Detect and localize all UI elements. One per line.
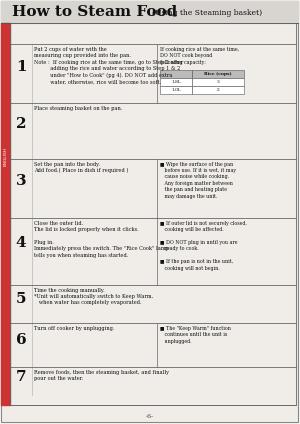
Text: 7: 7 [16,371,26,385]
Bar [160,78,192,86]
Text: ■ The "Keep Warm" function
   continues until the unit is
   unplugged.: ■ The "Keep Warm" function continues unt… [160,326,231,344]
Text: 3: 3 [16,174,26,188]
Text: Place steaming basket on the pan.: Place steaming basket on the pan. [34,106,122,111]
Text: 2: 2 [217,88,219,92]
Text: How to Steam Food: How to Steam Food [12,5,177,19]
Text: 6: 6 [16,332,26,346]
Text: ■ If outer lid is not securely closed,
   cooking will be affected.

■ DO NOT pl: ■ If outer lid is not securely closed, c… [160,221,247,271]
Bar [160,70,192,78]
Text: Put 2 cups of water with the
measuring cup provided into the pan.
Note :  If coo: Put 2 cups of water with the measuring c… [34,47,183,84]
Bar [160,86,192,94]
Text: -6-: -6- [146,413,154,418]
Text: ■ Wipe the surface of the pan
   before use. If it is wet, it may
   cause noise: ■ Wipe the surface of the pan before use… [160,162,236,198]
Bar [1,1,298,23]
Bar [192,78,244,86]
Text: 3: 3 [217,80,219,84]
Bar [1,23,10,405]
Text: Remove foods, then the steaming basket, and finally
pour out the water.: Remove foods, then the steaming basket, … [34,370,169,381]
Text: 2: 2 [16,117,26,131]
Text: If cooking rice at the same time,
DO NOT cook beyond
following capacity:: If cooking rice at the same time, DO NOT… [160,47,239,65]
Text: 5: 5 [16,292,26,306]
Bar [192,70,244,78]
Text: 1.8L: 1.8L [171,80,181,84]
Text: Time the cooking manually.
*Unit will automatically switch to Keep Warm,
   when: Time the cooking manually. *Unit will au… [34,287,153,305]
Text: 4: 4 [16,236,26,250]
Text: Set the pan into the body.
Add food.( Place in dish if required ): Set the pan into the body. Add food.( Pl… [34,162,128,173]
Text: Rice (cups): Rice (cups) [204,72,232,76]
Text: Turn off cooker by unplugging.: Turn off cooker by unplugging. [34,326,115,331]
Text: ENGLISH: ENGLISH [4,147,8,166]
Text: (Using the Steaming basket): (Using the Steaming basket) [152,9,262,17]
Text: 1.0L: 1.0L [171,88,181,92]
Bar [192,86,244,94]
Text: 1: 1 [16,59,26,73]
Text: Close the outer lid.
The lid is locked properly when it clicks.

Plug in.
Immedi: Close the outer lid. The lid is locked p… [34,221,169,258]
